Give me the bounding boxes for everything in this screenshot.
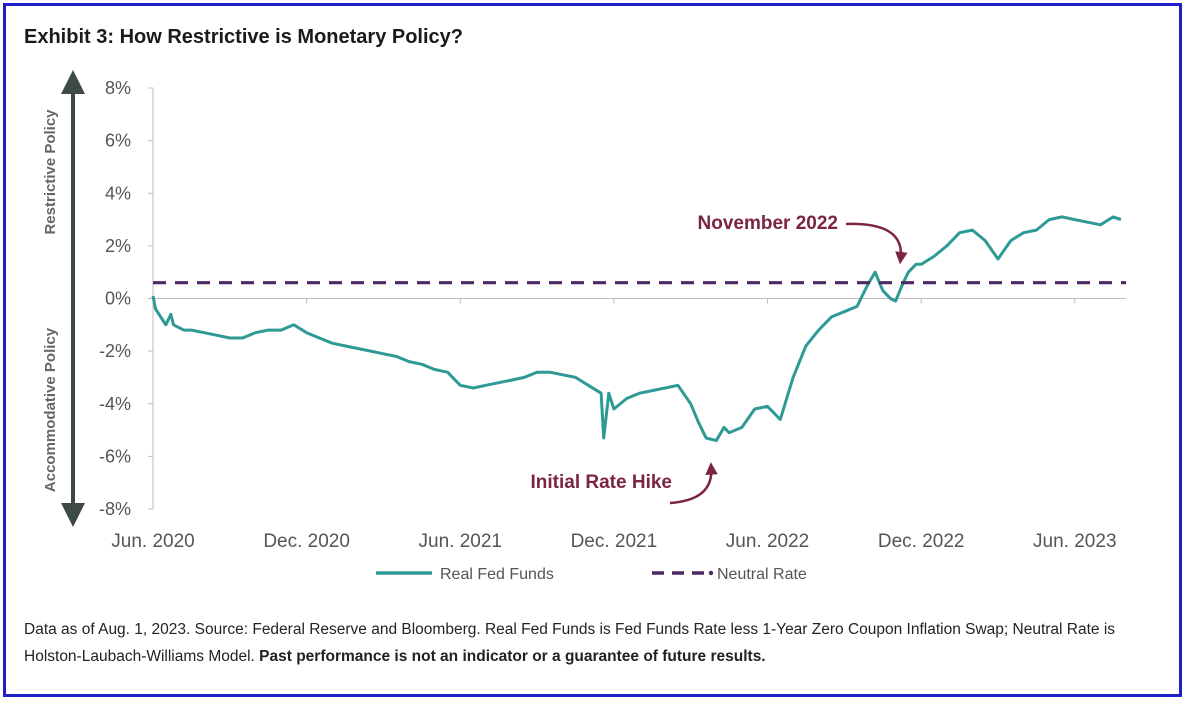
x-tick-label: Dec. 2021 bbox=[571, 531, 658, 552]
legend-real-fed-funds-label: Real Fed Funds bbox=[440, 566, 554, 583]
x-tick-label: Jun. 2022 bbox=[726, 531, 809, 552]
november-2022-label: November 2022 bbox=[698, 213, 838, 234]
y-tick-label: 4% bbox=[105, 183, 131, 203]
initial-rate-hike-arrow bbox=[669, 462, 718, 505]
x-tick-label: Jun. 2020 bbox=[111, 531, 194, 552]
y-tick-label: 8% bbox=[105, 78, 131, 98]
y-tick-label: 0% bbox=[105, 289, 131, 309]
legend-neutral-rate-dot bbox=[708, 570, 714, 576]
chart-frame bbox=[3, 3, 1182, 697]
x-tick-label: Dec. 2020 bbox=[263, 531, 350, 552]
y-tick-label: -4% bbox=[99, 394, 131, 414]
y-tick-label: -8% bbox=[99, 499, 131, 519]
restrictive-policy-label: Restrictive Policy bbox=[42, 109, 59, 235]
legend-neutral-rate-label: Neutral Rate bbox=[717, 566, 807, 583]
page-title: Exhibit 3: How Restrictive is Monetary P… bbox=[24, 26, 464, 48]
real-fed-funds-line bbox=[151, 215, 1122, 443]
y-tick-label: -2% bbox=[99, 341, 131, 361]
footnote: Data as of Aug. 1, 2023. Source: Federal… bbox=[24, 616, 1164, 670]
x-tick-label: Dec. 2022 bbox=[878, 531, 965, 552]
accommodative-policy-label: Accommodative Policy bbox=[42, 327, 59, 492]
footnote-text: Data as of Aug. 1, 2023. Source: Federal… bbox=[24, 621, 1116, 665]
y-tick-label: -6% bbox=[99, 446, 131, 466]
y-tick-label: 6% bbox=[105, 131, 131, 151]
x-tick-label: Jun. 2023 bbox=[1033, 531, 1116, 552]
footnote-disclaimer: Past performance is not an indicator or … bbox=[259, 648, 766, 665]
x-tick-label: Jun. 2021 bbox=[419, 531, 502, 552]
y-tick-label: 2% bbox=[105, 236, 131, 256]
initial-rate-hike-label: Initial Rate Hike bbox=[531, 472, 673, 493]
november-2022-arrow bbox=[845, 222, 908, 265]
